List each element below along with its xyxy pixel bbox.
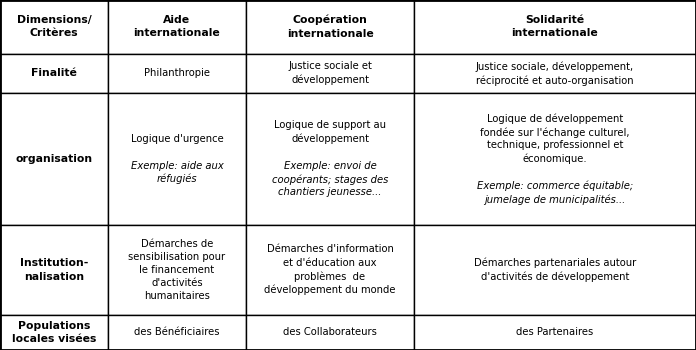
Bar xyxy=(414,93,696,225)
Text: Démarches partenariales autour
d'activités de développement: Démarches partenariales autour d'activit… xyxy=(474,258,636,282)
Text: Démarches d'information
et d'éducation aux
problèmes  de
développement du monde: Démarches d'information et d'éducation a… xyxy=(264,245,396,295)
Text: Justice sociale, développement,
réciprocité et auto-organisation: Justice sociale, développement, réciproc… xyxy=(476,61,634,85)
Bar xyxy=(246,93,414,225)
Bar xyxy=(246,54,414,93)
Text: Aide
internationale: Aide internationale xyxy=(134,15,221,38)
Bar xyxy=(414,315,696,350)
Text: des Collaborateurs: des Collaborateurs xyxy=(283,328,377,337)
Bar xyxy=(0,93,108,225)
Text: Logique de développement
fondée sur l'échange culturel,
technique, professionnel: Logique de développement fondée sur l'éc… xyxy=(480,114,630,164)
Bar xyxy=(0,315,108,350)
Text: Exemple: commerce équitable;
jumelage de municipalités...: Exemple: commerce équitable; jumelage de… xyxy=(477,181,633,205)
Text: des Bénéficiaires: des Bénéficiaires xyxy=(134,328,220,337)
Text: Finalité: Finalité xyxy=(31,68,77,78)
Bar xyxy=(108,93,246,225)
Bar xyxy=(108,54,246,93)
Text: des Partenaires: des Partenaires xyxy=(516,328,594,337)
Text: Populations
locales visées: Populations locales visées xyxy=(12,321,96,344)
Text: Coopération
internationale: Coopération internationale xyxy=(287,15,373,39)
Bar xyxy=(0,225,108,315)
Bar xyxy=(414,54,696,93)
Text: Dimensions/
Critères: Dimensions/ Critères xyxy=(17,15,91,38)
Text: Logique de support au
développement: Logique de support au développement xyxy=(274,120,386,144)
Bar xyxy=(246,0,414,54)
Text: Exemple: envoi de
coopérants; stages des
chantiers jeunesse...: Exemple: envoi de coopérants; stages des… xyxy=(272,161,388,197)
Bar xyxy=(108,0,246,54)
Bar xyxy=(414,0,696,54)
Text: Démarches de
sensibilisation pour
le financement
d'activités
humanitaires: Démarches de sensibilisation pour le fin… xyxy=(129,239,226,301)
Bar xyxy=(108,315,246,350)
Bar xyxy=(108,225,246,315)
Text: Philanthropie: Philanthropie xyxy=(144,68,210,78)
Bar xyxy=(414,225,696,315)
Text: Exemple: aide aux
réfugiés: Exemple: aide aux réfugiés xyxy=(131,161,223,184)
Bar xyxy=(246,225,414,315)
Text: Institution-
nalisation: Institution- nalisation xyxy=(19,258,88,282)
Bar xyxy=(0,0,108,54)
Text: Solidarité
internationale: Solidarité internationale xyxy=(512,15,599,38)
Text: Logique d'urgence: Logique d'urgence xyxy=(131,134,223,144)
Bar xyxy=(246,315,414,350)
Text: organisation: organisation xyxy=(15,154,93,164)
Text: Justice sociale et
développement: Justice sociale et développement xyxy=(288,61,372,85)
Bar xyxy=(0,54,108,93)
